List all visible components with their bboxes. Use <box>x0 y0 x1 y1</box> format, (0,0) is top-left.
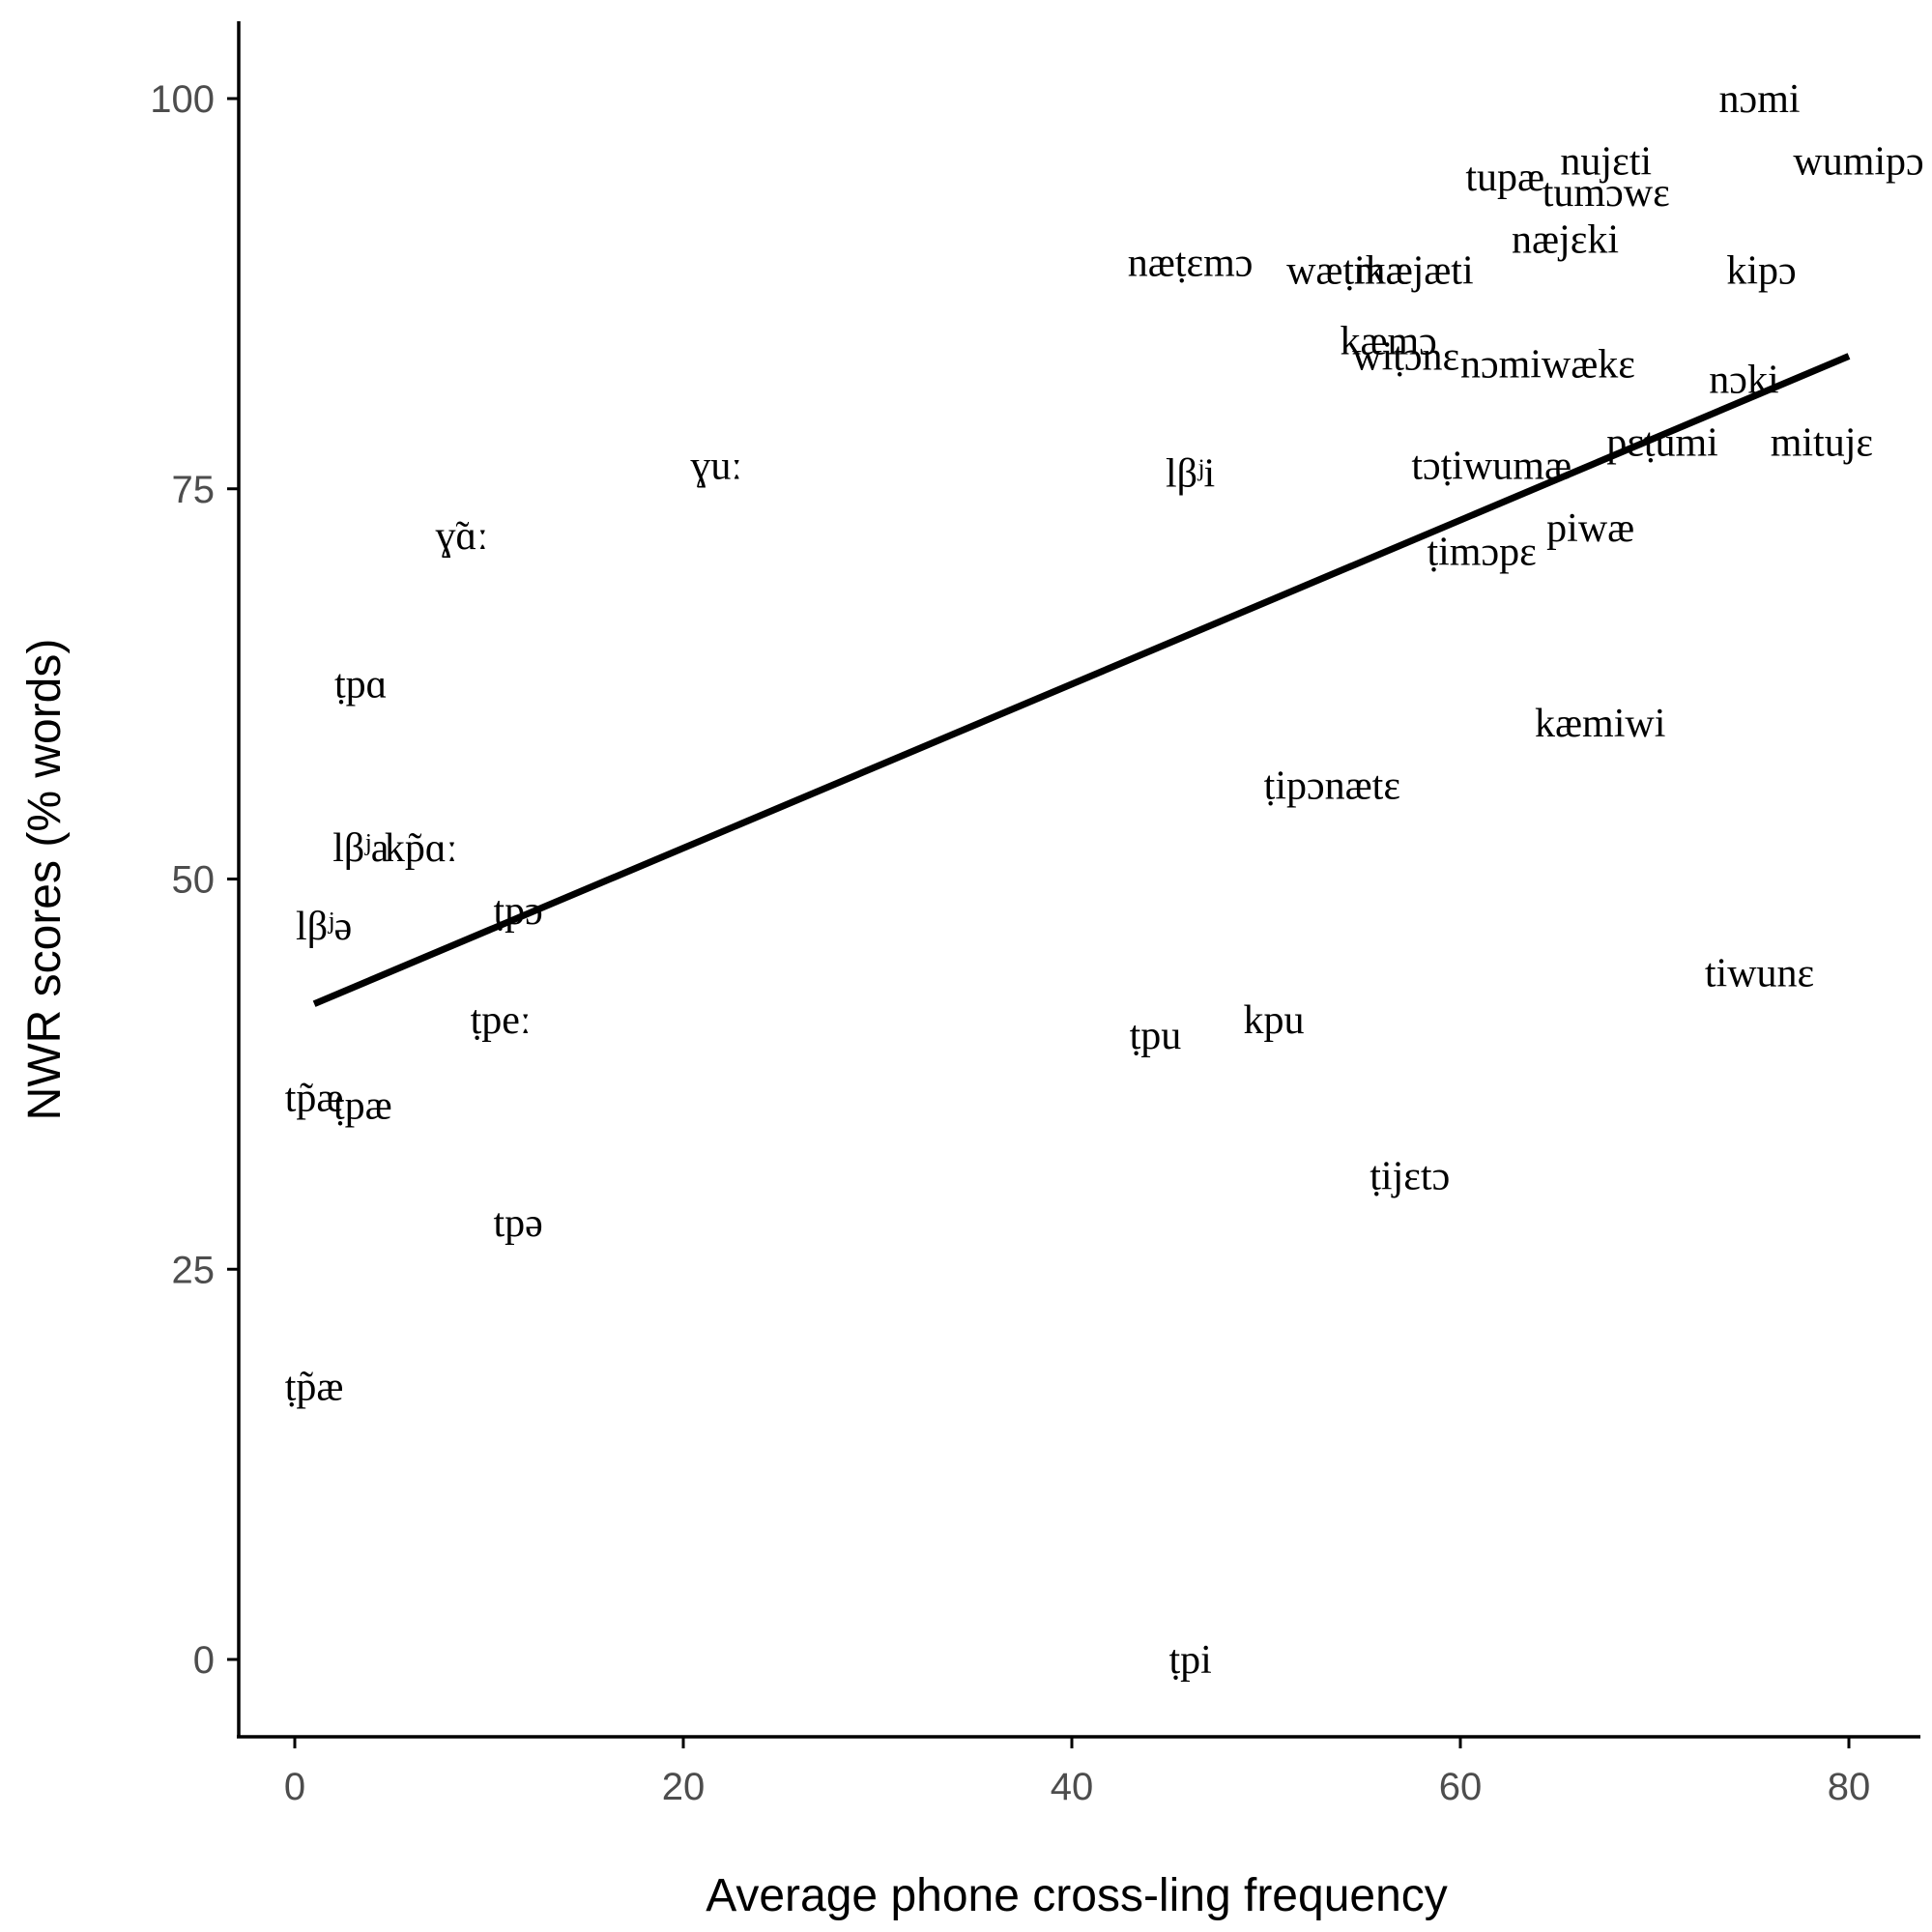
data-point-label: wiṭɔnɛ <box>1352 334 1459 379</box>
data-point-label: ṭijɛtɔ <box>1370 1154 1450 1198</box>
x-tick-label: 20 <box>662 1766 706 1808</box>
x-tick-label: 40 <box>1051 1766 1094 1808</box>
data-point-label: lβʲa <box>332 826 389 871</box>
data-point-label: nɔmi <box>1719 77 1801 122</box>
x-tick-label: 60 <box>1439 1766 1483 1808</box>
data-point-label: nɔmiwækɛ <box>1460 343 1635 388</box>
data-point-label: tumɔwɛ <box>1543 171 1670 216</box>
data-point-label: tpə <box>493 1201 542 1246</box>
data-point-label: wumipɔ <box>1793 140 1923 185</box>
x-axis-title: Average phone cross-ling frequency <box>706 1870 1448 1921</box>
data-point-label: kpu <box>1244 998 1305 1043</box>
regression-line <box>312 353 1851 1007</box>
data-point-label: nujɛti <box>1560 140 1652 185</box>
data-point-label: lβʲə <box>296 905 352 949</box>
data-point-label: tp̃æ <box>285 1077 344 1121</box>
data-point-label: kæmɔ <box>1340 319 1436 363</box>
data-point-label: lβʲi <box>1166 452 1215 497</box>
y-tick-label: 25 <box>172 1249 216 1291</box>
data-point-label: ṭp̃æ <box>285 1365 344 1409</box>
data-point-label: ṭipɔnætɛ <box>1264 764 1400 809</box>
data-point-label: næjɛki <box>1512 217 1619 262</box>
data-point-label: wæṭikæ <box>1286 249 1413 294</box>
data-point-label: tiwunɛ <box>1705 951 1814 995</box>
data-point-label: ṭpu <box>1130 1014 1182 1058</box>
y-tick-label: 100 <box>150 78 215 121</box>
data-point-label: kipɔ <box>1726 249 1796 294</box>
data-point-label: ṭpæ <box>333 1084 392 1129</box>
data-point-label: ṭpi <box>1168 1638 1211 1683</box>
data-point-label: pɛṭumi <box>1606 420 1718 465</box>
data-point-label: kæmiwi <box>1535 702 1665 746</box>
data-point-label: mæjæti <box>1354 249 1474 294</box>
data-point-label: piwæ <box>1546 506 1634 551</box>
data-point-label: ṭimɔpɛ <box>1427 530 1536 574</box>
y-tick-label: 50 <box>172 859 216 902</box>
data-point-label: næṭɛmɔ <box>1128 242 1254 286</box>
data-point-label: mitujɛ <box>1771 420 1873 465</box>
y-axis-title: NWR scores (% words) <box>19 639 71 1121</box>
data-point-label: ṭpeː <box>471 998 532 1043</box>
x-tick-label: 0 <box>284 1766 305 1808</box>
trend-line-layer <box>312 353 1851 1007</box>
x-tick-label: 80 <box>1828 1766 1871 1808</box>
data-point-label: ɣuː <box>690 445 742 489</box>
data-point-label: tupæ <box>1465 156 1544 200</box>
data-point-label: ɣ̃ɑː <box>436 514 489 559</box>
y-tick-label: 0 <box>193 1639 215 1682</box>
data-point-label: nɔki <box>1709 359 1778 403</box>
y-tick-label: 75 <box>172 469 216 511</box>
data-point-label: ṭpɑ <box>334 663 388 707</box>
data-point-label: kp̃ɑː <box>385 826 458 871</box>
y-axis-ticks: 0 25 50 75 100 <box>150 78 239 1682</box>
x-axis-ticks: 0 20 40 60 80 <box>284 1737 1870 1808</box>
